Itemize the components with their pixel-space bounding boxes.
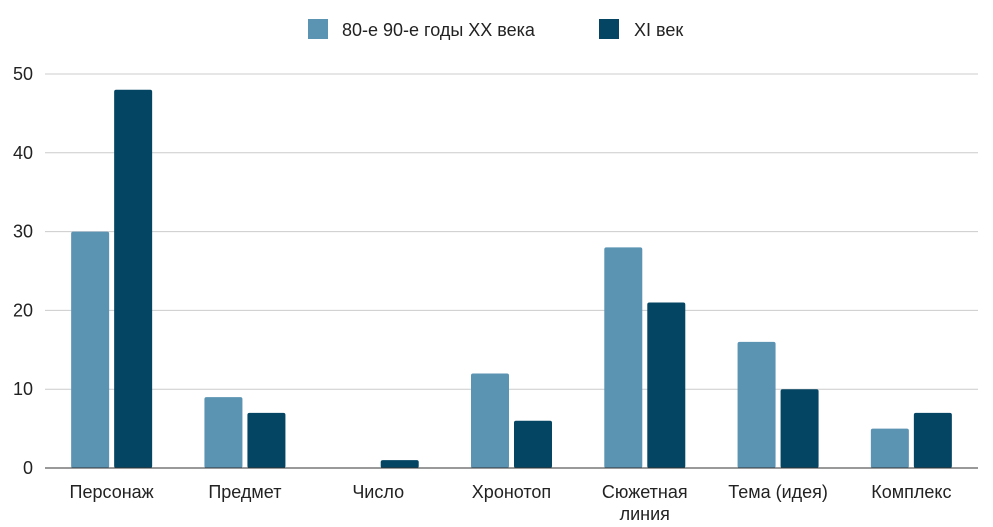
- x-category-label: Хронотоп: [472, 482, 551, 502]
- legend: 80-е 90-е годы XX века XI век: [308, 19, 683, 40]
- bar-series2: [114, 89, 153, 468]
- bar-series2: [647, 302, 686, 468]
- y-tick-label: 20: [13, 300, 33, 320]
- bar-series1: [471, 373, 509, 468]
- y-tick-label: 0: [23, 458, 33, 478]
- y-tick-label: 40: [13, 143, 33, 163]
- x-category-label: Число: [352, 482, 404, 502]
- y-tick-label: 30: [13, 222, 33, 242]
- bar-series2: [380, 460, 419, 468]
- x-category-label: Тема (идея): [728, 482, 828, 502]
- x-category-label: Предмет: [208, 482, 281, 502]
- bar-series1: [204, 397, 243, 468]
- y-tick-label: 50: [13, 64, 33, 84]
- legend-label: 80-е 90-е годы XX века: [342, 20, 536, 40]
- bar-series2: [780, 389, 819, 468]
- bar-series1: [604, 247, 643, 468]
- legend-label: XI век: [634, 20, 683, 40]
- gridlines: [45, 73, 978, 390]
- bar-series1: [870, 428, 909, 468]
- x-category-label: Персонаж: [70, 482, 154, 502]
- y-axis-ticks: 0 10 20 30 40 50: [13, 64, 33, 478]
- bar-series2: [247, 412, 286, 468]
- x-category-label: Комплекс: [871, 482, 951, 502]
- bar-series1: [737, 341, 776, 468]
- bars: [71, 89, 952, 468]
- legend-swatch: [308, 19, 328, 39]
- bar-series1: [71, 231, 110, 468]
- bar-series2: [514, 420, 552, 468]
- x-axis-categories: Персонаж Предмет Число Хронотоп Сюжетная лини…: [70, 482, 952, 524]
- legend-swatch: [599, 19, 619, 39]
- x-category-label: Сюжетная линия: [602, 482, 688, 522]
- bar-series2: [913, 412, 952, 468]
- y-tick-label: 10: [13, 379, 33, 399]
